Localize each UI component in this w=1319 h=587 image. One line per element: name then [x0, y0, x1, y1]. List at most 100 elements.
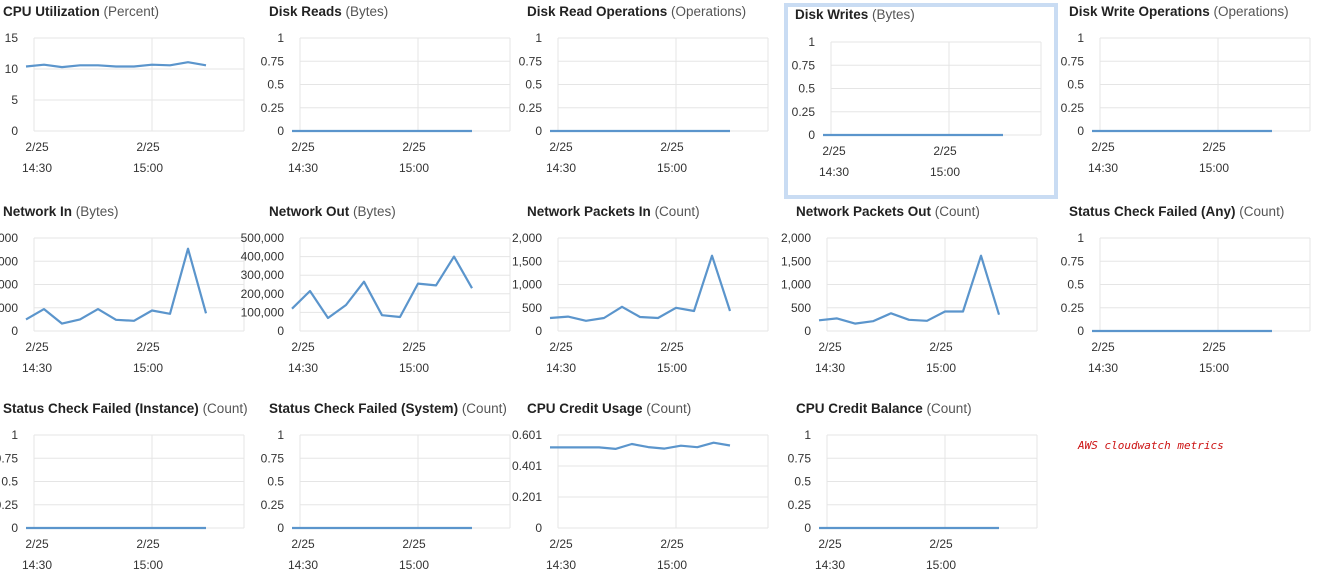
chart-panel-cpu-credit-usage[interactable]: CPU Credit Usage (Count) 0.601 0.401 0.201 0…: [512, 397, 782, 587]
y-tick-label: 5: [11, 93, 18, 107]
x-tick-date: 2/25: [549, 340, 573, 354]
chart-svg[interactable]: 1 0.75 0.5 0.25 0 2/25 14:30 2/25 15:00: [1061, 0, 1319, 190]
y-tick-label: 50,000: [0, 301, 18, 315]
chart-svg[interactable]: 1 0.75 0.5 0.25 0 2/25 14:30 2/25 15:00: [261, 0, 534, 190]
chart-svg[interactable]: 1 0.75 0.5 0.25 0 2/25 14:30 2/25 15:00: [261, 397, 534, 587]
chart-title-name: Status Check Failed (System): [269, 401, 459, 416]
x-tick-date: 2/25: [822, 144, 846, 158]
y-tick-label: 0.75: [792, 58, 816, 72]
x-tick-date: 2/25: [1091, 340, 1115, 354]
y-tick-label: 0.75: [788, 451, 812, 465]
chart-title-unit: (Bytes): [868, 7, 915, 22]
y-tick-label: 300,000: [241, 268, 285, 282]
chart-title: CPU Utilization (Percent): [3, 4, 159, 19]
chart-title: Network Packets In (Count): [527, 204, 700, 219]
y-tick-label: 0: [804, 324, 811, 338]
chart-title-unit: (Count): [1235, 204, 1285, 219]
chart-svg[interactable]: 1 0.75 0.5 0.25 0 2/25 14:30 2/25 15:00: [1061, 200, 1319, 390]
x-tick-date: 2/25: [291, 140, 315, 154]
chart-svg[interactable]: 500,000 400,000 300,000 200,000 100,000 0 2/25…: [241, 200, 534, 390]
chart-svg[interactable]: 15 10 5 0 2/25 14:30 2/25 15:00: [0, 0, 268, 190]
x-tick-time: 14:30: [288, 361, 318, 375]
chart-panel-disk-reads[interactable]: Disk Reads (Bytes) 1 0.75 0.5 0.25 0 2/25 14:30…: [261, 0, 524, 190]
x-tick-time: 14:30: [546, 361, 576, 375]
chart-panel-status-check-failed-system[interactable]: Status Check Failed (System) (Count) 1 0.7…: [261, 397, 524, 587]
chart-title-name: Network Packets Out: [796, 204, 932, 219]
chart-title: CPU Credit Balance (Count): [796, 401, 972, 416]
chart-panel-disk-read-operations[interactable]: Disk Read Operations (Operations) 1 0.75 0.…: [519, 0, 782, 190]
x-tick-date: 2/25: [291, 537, 315, 551]
y-tick-label: 0.401: [512, 459, 542, 473]
x-tick-time: 15:00: [657, 558, 687, 572]
x-tick-time: 15:00: [399, 558, 429, 572]
chart-panel-disk-write-operations[interactable]: Disk Write Operations (Operations) 1 0.75 0…: [1061, 0, 1319, 190]
y-tick-label: 1: [277, 428, 284, 442]
y-tick-label: 500: [791, 301, 811, 315]
chart-panel-network-in[interactable]: Network In (Bytes) 200,000 150,000 100,000 5…: [0, 200, 258, 390]
y-tick-label: 0: [1077, 324, 1084, 338]
y-tick-label: 0: [277, 324, 284, 338]
chart-svg[interactable]: 2,000 1,500 1,000 500 0 2/25 14:30 2/25 15:00: [781, 200, 1061, 390]
chart-title-name: Network Packets In: [527, 204, 651, 219]
chart-panel-network-packets-in[interactable]: Network Packets In (Count) 2,000 1,500 1,00…: [512, 200, 782, 390]
chart-svg[interactable]: 1 0.75 0.5 0.25 0 2/25 14:30 2/25 15:00: [788, 397, 1061, 587]
y-tick-label: 1: [277, 31, 284, 45]
chart-title-unit: (Bytes): [349, 204, 396, 219]
chart-panel-cpu-credit-balance[interactable]: CPU Credit Balance (Count) 1 0.75 0.5 0.25 0 2…: [788, 397, 1051, 587]
chart-panel-disk-writes[interactable]: Disk Writes (Bytes) 1 0.75 0.5 0.25 0 2/25 14:3…: [784, 3, 1058, 199]
y-tick-label: 0: [11, 324, 18, 338]
x-tick-time: 15:00: [657, 161, 687, 175]
x-tick-date: 2/25: [549, 140, 573, 154]
x-tick-date: 2/25: [291, 340, 315, 354]
chart-title: Disk Writes (Bytes): [795, 7, 915, 22]
y-tick-label: 0.25: [261, 498, 285, 512]
y-tick-label: 0: [277, 521, 284, 535]
x-tick-date: 2/25: [660, 140, 684, 154]
chart-title-name: CPU Credit Usage: [527, 401, 643, 416]
x-tick-date: 2/25: [1202, 340, 1226, 354]
y-tick-label: 1,500: [781, 254, 811, 268]
x-tick-time: 14:30: [1088, 161, 1118, 175]
chart-title-unit: (Bytes): [341, 4, 389, 19]
x-tick-date: 2/25: [818, 537, 842, 551]
chart-svg[interactable]: 1 0.75 0.5 0.25 0 2/25 14:30 2/25 15:00: [0, 397, 268, 587]
y-tick-label: 100,000: [241, 305, 285, 319]
x-tick-date: 2/25: [818, 340, 842, 354]
chart-panel-status-check-failed-any[interactable]: Status Check Failed (Any) (Count) 1 0.75 0.…: [1061, 200, 1319, 390]
chart-svg[interactable]: 2,000 1,500 1,000 500 0 2/25 14:30 2/25 15:00: [512, 200, 792, 390]
y-tick-label: 0.25: [788, 498, 812, 512]
chart-title: Status Check Failed (Instance) (Count): [3, 401, 248, 416]
chart-panel-status-check-failed-instance[interactable]: Status Check Failed (Instance) (Count) 1 0…: [0, 397, 258, 587]
chart-svg[interactable]: 0.601 0.401 0.201 0 2/25 14:30 2/25 15:00: [512, 397, 792, 587]
x-tick-time: 15:00: [133, 558, 163, 572]
x-tick-date: 2/25: [549, 537, 573, 551]
y-tick-label: 0.5: [267, 475, 284, 489]
chart-panel-network-packets-out[interactable]: Network Packets Out (Count) 2,000 1,500 1,0…: [781, 200, 1051, 390]
y-tick-label: 1,000: [781, 278, 811, 292]
x-tick-time: 14:30: [22, 558, 52, 572]
y-tick-label: 0.25: [0, 498, 18, 512]
y-tick-label: 0.25: [519, 101, 543, 115]
y-tick-label: 100,000: [0, 278, 18, 292]
x-tick-time: 14:30: [546, 161, 576, 175]
chart-title-name: Network In: [3, 204, 73, 219]
chart-panel-network-out[interactable]: Network Out (Bytes) 500,000 400,000 300,000…: [241, 200, 524, 390]
x-tick-time: 14:30: [819, 165, 849, 179]
x-tick-date: 2/25: [402, 340, 426, 354]
y-tick-label: 1: [1077, 231, 1084, 245]
y-tick-label: 0.201: [512, 490, 542, 504]
x-tick-time: 14:30: [22, 161, 52, 175]
y-tick-label: 1: [1077, 31, 1084, 45]
x-tick-time: 14:30: [22, 361, 52, 375]
chart-title-name: Disk Writes: [795, 7, 869, 22]
chart-panel-cpu-utilization[interactable]: CPU Utilization (Percent) 15 10 5 0 2/25 14:30…: [0, 0, 258, 190]
x-tick-time: 15:00: [399, 161, 429, 175]
chart-svg[interactable]: 1 0.75 0.5 0.25 0 2/25 14:30 2/25 15:00: [792, 4, 1065, 194]
chart-title-unit: (Operations): [1209, 4, 1289, 19]
y-tick-label: 0.5: [1, 475, 18, 489]
x-tick-date: 2/25: [25, 140, 49, 154]
x-tick-time: 15:00: [930, 165, 960, 179]
chart-svg[interactable]: 200,000 150,000 100,000 50,000 0 2/25 14:30 2/2…: [0, 200, 268, 390]
chart-svg[interactable]: 1 0.75 0.5 0.25 0 2/25 14:30 2/25 15:00: [519, 0, 792, 190]
y-tick-label: 2,000: [781, 231, 811, 245]
